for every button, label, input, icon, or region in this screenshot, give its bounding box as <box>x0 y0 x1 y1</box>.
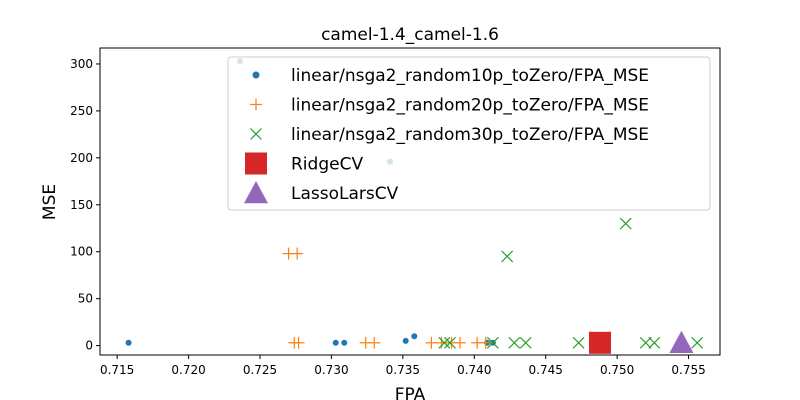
legend-label: linear/nsga2_random20p_toZero/FPA_MSE <box>291 96 649 116</box>
data-point-dot <box>411 333 418 340</box>
data-point-dot <box>402 337 409 344</box>
data-point-triangle <box>669 330 694 353</box>
plot-frame <box>99 47 721 356</box>
data-point-square <box>589 331 611 354</box>
legend-marker-square <box>245 152 267 175</box>
data-point-dot <box>332 339 339 346</box>
data-point-dot <box>341 339 348 346</box>
legend-label: linear/nsga2_random10p_toZero/FPA_MSE <box>291 66 649 86</box>
data-point-x <box>519 336 532 349</box>
plot-points <box>125 58 704 354</box>
legend-marker-triangle <box>244 181 268 204</box>
data-point-dot <box>125 339 132 346</box>
data-point-x <box>691 336 704 349</box>
x-tick-label: 0.750 <box>600 363 634 377</box>
legend-marker-plus <box>250 98 262 111</box>
data-point-x <box>438 336 451 349</box>
x-tick-label: 0.715 <box>100 363 134 377</box>
x-tick-label: 0.720 <box>171 363 205 377</box>
x-tick-label: 0.725 <box>243 363 277 377</box>
legend-marker-x <box>250 128 262 140</box>
legend-label: RidgeCV <box>291 155 363 175</box>
x-tick-label: 0.740 <box>457 363 491 377</box>
data-point-plus <box>479 336 492 349</box>
data-point-x <box>508 336 521 349</box>
data-point-plus <box>291 247 304 260</box>
data-point-plus <box>368 336 381 349</box>
y-tick-label: 50 <box>78 292 93 306</box>
x-tick-label: 0.730 <box>314 363 348 377</box>
legend-marker-dot <box>252 71 260 79</box>
y-tick-label: 200 <box>70 151 93 165</box>
y-tick-label: 0 <box>85 339 93 353</box>
x-tick-label: 0.735 <box>386 363 420 377</box>
y-tick-label: 300 <box>70 57 93 71</box>
data-point-x <box>648 336 661 349</box>
y-axis-ticks: 0 50 100 150 200 250 300 <box>70 57 100 353</box>
x-axis-label: FPA <box>395 385 426 400</box>
y-tick-label: 150 <box>70 198 93 212</box>
y-axis-label: MSE <box>40 184 60 220</box>
legend: linear/nsga2_random10p_toZero/FPA_MSElin… <box>227 56 711 211</box>
y-tick-label: 250 <box>70 104 93 118</box>
legend-label: linear/nsga2_random30p_toZero/FPA_MSE <box>291 125 649 145</box>
chart-title: camel-1.4_camel-1.6 <box>321 25 499 45</box>
data-point-x <box>444 336 456 349</box>
legend-label: LassoLarsCV <box>291 184 399 204</box>
legend-box <box>227 56 711 211</box>
x-tick-label: 0.745 <box>529 363 563 377</box>
data-point-x <box>572 336 585 349</box>
data-point-x <box>486 336 499 349</box>
data-point-x <box>619 217 632 230</box>
data-point-plus <box>292 336 305 349</box>
x-tick-label: 0.755 <box>671 363 705 377</box>
data-point-plus <box>454 336 466 349</box>
y-tick-label: 100 <box>70 245 93 259</box>
x-axis-ticks: 0.715 0.720 0.725 0.730 0.735 0.740 0.745 0.750… <box>100 355 706 377</box>
data-point-x <box>639 336 652 349</box>
data-point-x <box>501 250 514 263</box>
